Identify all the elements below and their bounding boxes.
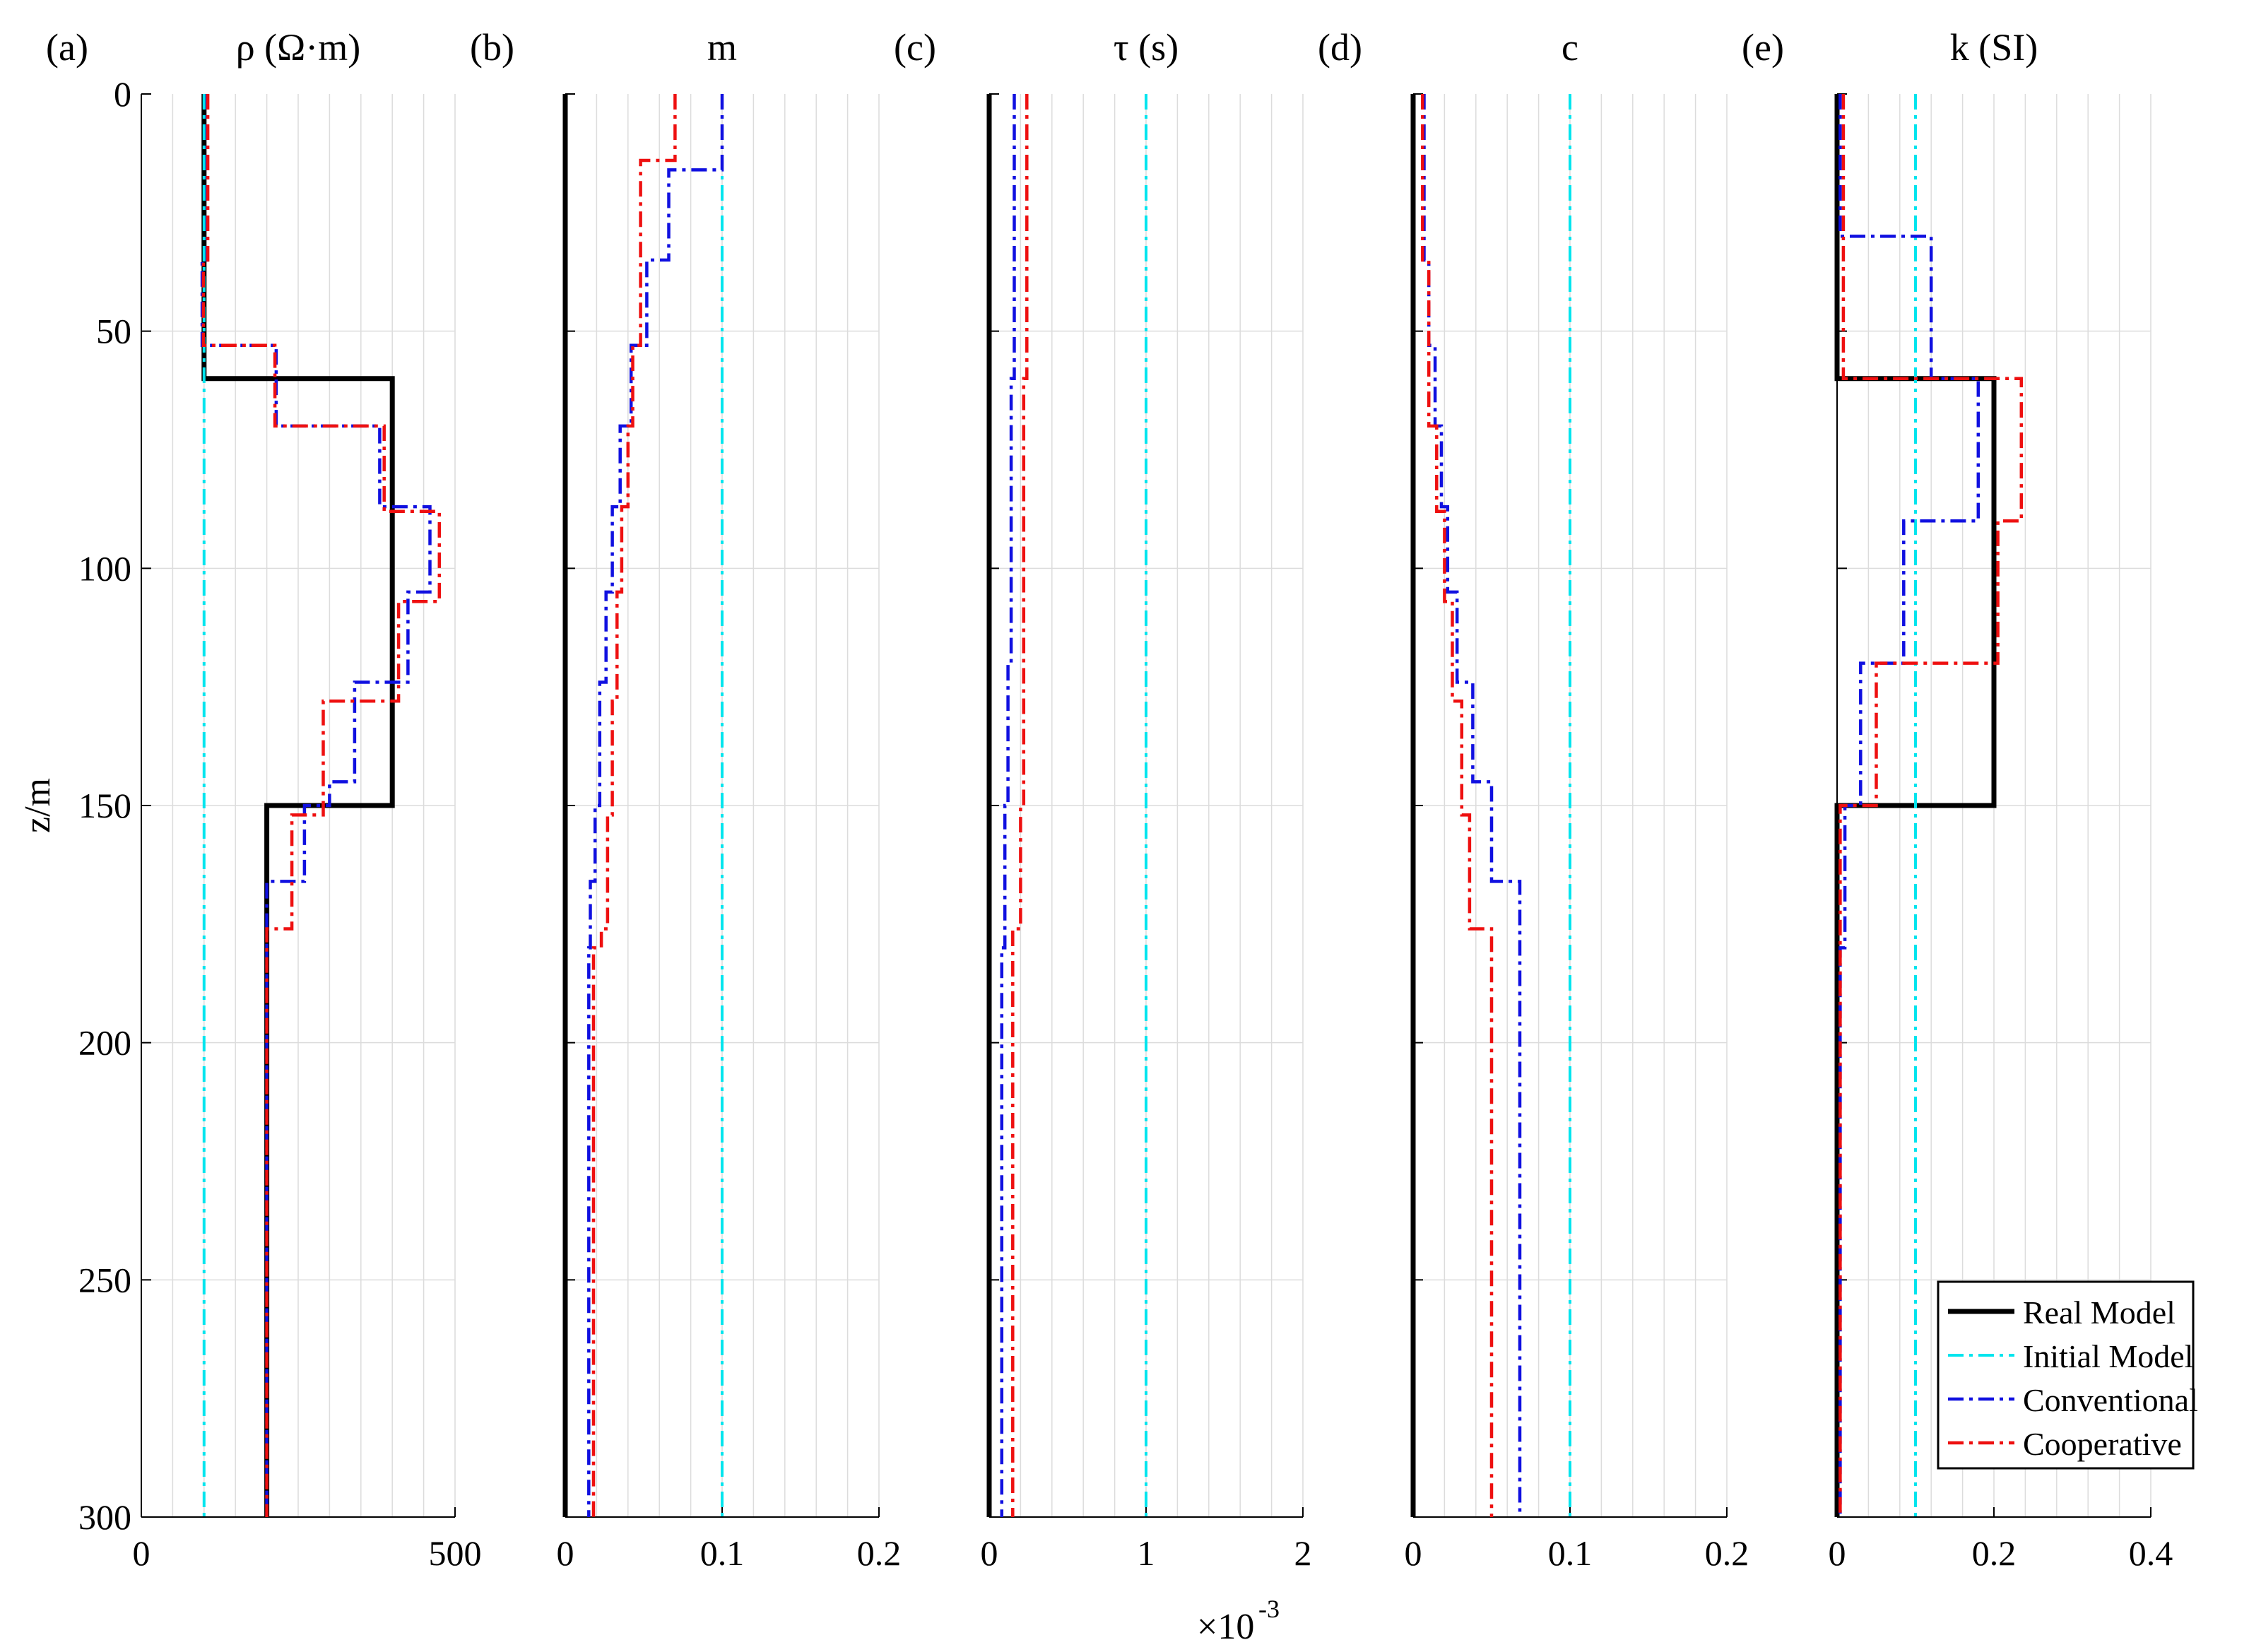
x-tick-label: 0	[557, 1533, 574, 1573]
series-cooperative	[1011, 94, 1029, 1517]
x-tick-label: 500	[429, 1533, 482, 1573]
x-tick-label: 0.1	[1548, 1533, 1593, 1573]
x-tick-label: 0.2	[857, 1533, 902, 1573]
exponent-base: ×10	[1197, 1607, 1254, 1647]
panel-label: (e)	[1742, 26, 1784, 69]
panel-label: (d)	[1318, 26, 1362, 69]
legend: Real Model Initial Model Conventional Coope…	[1937, 1280, 2198, 1470]
x-tick-label: 0	[981, 1533, 998, 1573]
series-cooperative	[201, 94, 442, 1517]
series-cooperative	[591, 94, 677, 1517]
y-tick-label: 200	[78, 1023, 131, 1063]
panel-title: ρ (Ω·m)	[236, 26, 361, 69]
series-conventional	[1838, 94, 1981, 1517]
x-tick-label: 0.4	[2129, 1533, 2173, 1573]
series-real-model	[1834, 94, 1997, 1517]
series-cooperative	[1421, 94, 1494, 1517]
y-tick-label: 100	[78, 548, 131, 588]
x-axis-exponent-label: ×10 -3	[1197, 1595, 1280, 1647]
series-conventional	[587, 94, 724, 1517]
legend-label: Conventional	[2023, 1382, 2198, 1418]
panel-4: 0 0.1 0.2 (d) c	[1318, 26, 1749, 1573]
x-tick-label: 0.1	[700, 1533, 745, 1573]
panel-label: (c)	[894, 26, 936, 69]
series-conventional	[1000, 94, 1016, 1517]
x-tick-label: 0	[133, 1533, 150, 1573]
panel-label: (b)	[470, 26, 514, 69]
exponent-power: -3	[1258, 1595, 1280, 1623]
x-tick-label: 0.2	[1972, 1533, 2017, 1573]
x-tick-label: 1	[1138, 1533, 1155, 1573]
panel-2: 0 0.1 0.2 (b) m	[470, 26, 901, 1573]
legend-label: Real Model	[2023, 1294, 2176, 1331]
panel-title: c	[1562, 26, 1578, 69]
panel-title: m	[707, 26, 737, 69]
y-tick-label: 0	[114, 74, 131, 114]
y-tick-label: 300	[78, 1497, 131, 1537]
y-tick-label: 50	[96, 312, 131, 351]
y-tick-label: 250	[78, 1260, 131, 1299]
panel-label: (a)	[46, 26, 88, 69]
legend-label: Initial Model	[2023, 1338, 2193, 1374]
series-conventional	[200, 94, 432, 1517]
panel-5: 0 0.2 0.4 (e) k (SI)	[1742, 26, 2173, 1573]
panel-title: k (SI)	[1950, 26, 2038, 69]
legend-label: Cooperative	[2023, 1426, 2182, 1462]
x-tick-label: 2	[1294, 1533, 1312, 1573]
x-tick-label: 0	[1405, 1533, 1422, 1573]
panel-title: τ (s)	[1114, 26, 1179, 69]
panel-3: 0 1 2 (c) τ (s)	[894, 26, 1312, 1573]
x-tick-label: 0	[1829, 1533, 1846, 1573]
y-tick-label: 150	[78, 786, 131, 825]
series-conventional	[1422, 94, 1522, 1517]
series-cooperative	[1838, 94, 2024, 1517]
x-tick-label: 0.2	[1705, 1533, 1749, 1573]
legend-items: Real Model Initial Model Conventional Coope…	[1948, 1294, 2198, 1462]
y-axis-label: z/m	[18, 778, 58, 833]
